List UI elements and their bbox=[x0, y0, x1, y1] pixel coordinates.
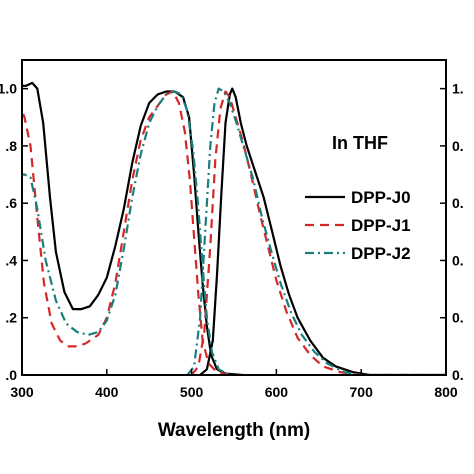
series-layer bbox=[22, 81, 446, 375]
legend: DPP-J0 DPP-J1 DPP-J2 bbox=[305, 188, 411, 263]
annotation-in-thf: In THF bbox=[332, 133, 388, 153]
x-axis-title: Wavelength (nm) bbox=[158, 420, 310, 441]
y-tick-label-left: .0 bbox=[5, 367, 17, 383]
y-tick-label-right: 0. bbox=[452, 367, 464, 383]
series-dpp-j0-absorption bbox=[22, 81, 243, 375]
y-tick-label-right: 0. bbox=[452, 310, 464, 326]
y-tick-label-left: .6 bbox=[5, 195, 17, 211]
x-tick-label: 700 bbox=[350, 384, 374, 400]
y-tick-label-right: 1. bbox=[452, 81, 464, 97]
series-dpp-j1-absorption bbox=[22, 90, 231, 375]
x-tick-label: 800 bbox=[434, 384, 458, 400]
x-tick-label: 600 bbox=[265, 384, 289, 400]
x-tick-label: 400 bbox=[95, 384, 119, 400]
legend-label-dpp-j0: DPP-J0 bbox=[351, 188, 411, 207]
ticks-layer: 300 400 500 600 700 800 .0 .2 .4 .6 .8 1.0 0. 0. 0. 0. 0… bbox=[0, 81, 464, 400]
y-tick-label-left: 1.0 bbox=[0, 81, 17, 97]
y-tick-label-left: .2 bbox=[5, 310, 17, 326]
series-dpp-j2-absorption bbox=[22, 90, 231, 375]
y-tick-label-left: .4 bbox=[5, 252, 17, 268]
y-tick-label-right: 0. bbox=[452, 195, 464, 211]
legend-label-dpp-j2: DPP-J2 bbox=[351, 244, 411, 263]
series-dpp-j2-emission bbox=[186, 87, 446, 375]
x-tick-label: 500 bbox=[180, 384, 204, 400]
y-tick-label-right: 0. bbox=[452, 252, 464, 268]
y-tick-label-left: .8 bbox=[5, 138, 17, 154]
plot-frame bbox=[21, 59, 447, 376]
series-dpp-j0-emission bbox=[199, 87, 446, 375]
y-tick-label-right: 0. bbox=[452, 138, 464, 154]
x-tick-label: 300 bbox=[10, 384, 34, 400]
legend-label-dpp-j1: DPP-J1 bbox=[351, 216, 411, 235]
